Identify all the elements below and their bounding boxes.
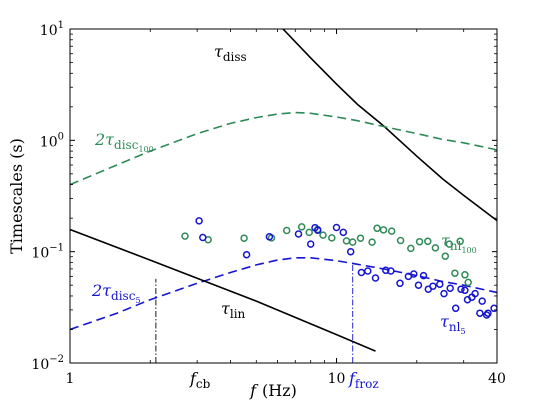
point-tau-nl5 <box>457 285 465 293</box>
point-tau-nl100 <box>396 236 405 245</box>
point-tau-nl100 <box>379 226 388 234</box>
annotation-tau-nl100: τnl100 <box>441 231 477 255</box>
point-tau-nl100 <box>441 252 450 260</box>
point-tau-nl5 <box>476 309 484 317</box>
point-tau-nl100 <box>387 227 396 235</box>
point-tau-nl5 <box>339 228 348 237</box>
point-tau-nl5 <box>436 280 444 288</box>
point-tau-nl5 <box>440 289 448 298</box>
point-tau-nl5 <box>294 230 303 238</box>
line-tau-lin <box>70 228 376 352</box>
point-tau-nl5 <box>382 266 390 275</box>
point-tau-nl100 <box>319 231 327 239</box>
y-tick-label: 10−2 <box>31 354 64 373</box>
y-axis-label: Timescales (s) <box>7 138 26 254</box>
annotation-tau-lin: τlin <box>221 299 246 321</box>
labels: f (Hz) Timescales (s) τdiss 2τdisc100 2τdisc5… <box>7 42 477 400</box>
point-tau-nl100 <box>282 226 291 235</box>
point-tau-nl100 <box>240 234 248 242</box>
point-tau-nl100 <box>431 244 440 252</box>
point-tau-nl5 <box>332 223 341 232</box>
annotation-tau-disc100: 2τdisc100 <box>94 130 154 154</box>
line-tau-disc100 <box>70 111 497 186</box>
line-tau-diss <box>282 29 497 222</box>
point-tau-nl5 <box>429 282 437 290</box>
point-tau-nl5 <box>396 279 404 288</box>
x-tick-label: 10 <box>328 371 346 387</box>
plot-area <box>70 29 497 363</box>
point-tau-nl5 <box>371 274 380 282</box>
point-tau-nl5 <box>306 240 315 248</box>
series-tau-nl5 <box>195 217 497 319</box>
point-tau-nl100 <box>373 224 381 233</box>
point-tau-nl100 <box>415 237 424 246</box>
point-tau-nl100 <box>181 232 189 240</box>
point-tau-nl5 <box>484 309 492 317</box>
point-tau-nl100 <box>461 271 469 279</box>
point-tau-nl5 <box>357 268 366 277</box>
point-tau-nl100 <box>451 269 459 277</box>
point-tau-nl5 <box>242 250 251 259</box>
point-tau-nl100 <box>297 223 306 231</box>
x-axis-label: f (Hz) <box>249 381 297 400</box>
point-tau-nl100 <box>424 237 432 246</box>
annotation-f-cb: fcb <box>189 369 211 391</box>
point-tau-nl5 <box>364 267 372 275</box>
annotation-tau-disc5: 2τdisc5 <box>91 281 141 305</box>
point-tau-nl5 <box>410 270 418 278</box>
plot-frame <box>69 28 498 364</box>
point-tau-nl100 <box>445 240 454 248</box>
point-tau-nl100 <box>456 237 464 246</box>
point-tau-nl100 <box>368 238 376 246</box>
point-tau-nl100 <box>342 237 351 245</box>
point-tau-nl5 <box>346 247 355 256</box>
y-tick-label: 100 <box>40 131 64 150</box>
point-tau-nl5 <box>490 304 497 313</box>
series-tau-nl100 <box>181 223 472 287</box>
point-tau-nl100 <box>464 278 472 287</box>
annotation-tau-nl5: τnl5 <box>440 312 466 336</box>
point-tau-nl5 <box>387 267 395 275</box>
point-tau-nl100 <box>407 244 415 253</box>
point-tau-nl5 <box>446 284 454 292</box>
point-tau-nl5 <box>451 304 460 313</box>
point-tau-nl5 <box>478 297 486 305</box>
point-tau-nl100 <box>328 234 336 242</box>
line-tau-disc5 <box>70 257 497 331</box>
point-tau-nl5 <box>199 233 207 242</box>
annotation-tau-diss: τdiss <box>214 42 247 64</box>
annotation-f-froz: ffroz <box>348 369 379 391</box>
x-tick-label: 40 <box>488 371 506 387</box>
point-tau-nl100 <box>305 228 313 237</box>
point-tau-nl5 <box>265 233 274 241</box>
point-tau-nl5 <box>461 286 469 295</box>
y-tick-label: 101 <box>40 20 64 39</box>
y-tick-label: 10−1 <box>31 243 64 262</box>
x-tick-label: 1 <box>66 371 75 387</box>
point-tau-nl5 <box>414 281 423 289</box>
point-tau-nl5 <box>471 289 479 298</box>
axes: 1 10 40 10−2 10−1 100 101 <box>31 20 505 387</box>
point-tau-nl100 <box>348 238 357 246</box>
point-tau-nl5 <box>419 271 428 280</box>
point-tau-nl100 <box>356 234 365 242</box>
point-tau-nl5 <box>195 217 203 225</box>
point-tau-nl5 <box>313 226 322 234</box>
